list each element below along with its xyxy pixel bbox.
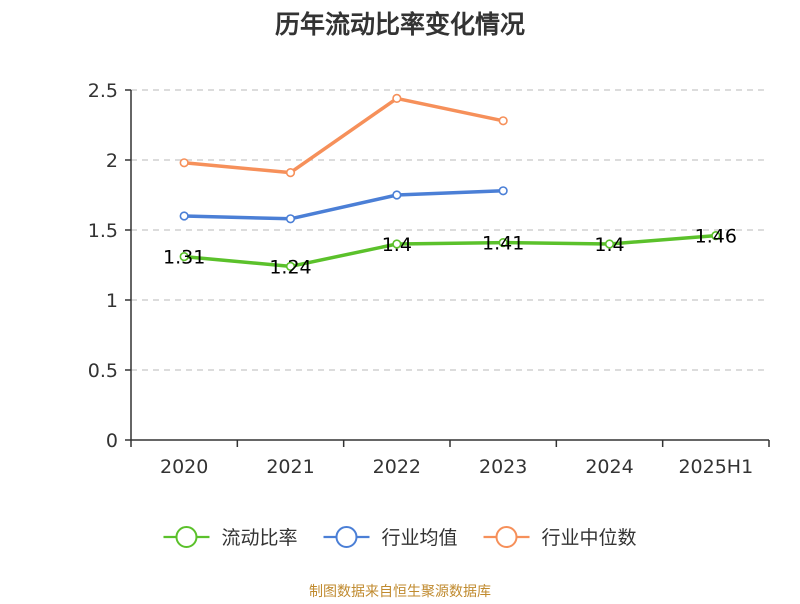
x-tick-label: 2024 <box>585 456 633 478</box>
legend-label: 行业均值 <box>381 527 457 549</box>
source-note: 制图数据来自恒生聚源数据库 <box>309 584 491 600</box>
series-line <box>182 189 505 221</box>
legend-item[interactable]: 行业中位数 <box>483 526 637 549</box>
data-point[interactable] <box>392 93 402 103</box>
grid-lines <box>131 89 769 371</box>
data-point[interactable] <box>711 231 721 241</box>
data-point[interactable] <box>392 190 402 200</box>
series-line <box>182 233 718 269</box>
legend-label: 行业中位数 <box>542 527 637 549</box>
data-point[interactable] <box>498 238 508 248</box>
y-tick-label: 0.5 <box>88 360 118 382</box>
x-tick-label: 2025H1 <box>678 456 753 478</box>
x-tick-label: 2020 <box>160 456 208 478</box>
data-label: 1.4 <box>382 234 412 256</box>
data-labels: 1.31 1.24 1.4 1.41 1.4 1.46 <box>163 226 737 279</box>
data-point[interactable] <box>285 168 296 178</box>
data-label: 1.31 <box>163 247 205 269</box>
data-point[interactable] <box>285 214 296 224</box>
series-lines <box>179 93 721 272</box>
data-point[interactable] <box>179 252 189 262</box>
y-tick-label: 1.5 <box>88 220 118 242</box>
data-label: 1.46 <box>695 226 737 248</box>
data-point[interactable] <box>179 158 189 168</box>
x-tick-label: 2022 <box>373 456 421 478</box>
y-tick-label: 1 <box>106 290 118 312</box>
chart-title: 历年流动比率变化情况 <box>275 10 525 39</box>
legend-marker-circle <box>495 526 518 548</box>
data-label: 1.41 <box>482 233 524 255</box>
data-point[interactable] <box>604 239 615 249</box>
axes: 0 0.5 1 1.5 2 2.5 2020 2021 2022 2023 2024 2025H1 <box>88 80 770 478</box>
legend[interactable]: 流动比率 行业均值 行业中位数 <box>163 526 637 549</box>
data-label: 1.4 <box>594 234 624 256</box>
data-point[interactable] <box>392 239 402 249</box>
data-label: 1.24 <box>269 256 311 278</box>
legend-label: 流动比率 <box>221 527 297 549</box>
y-tick-label: 2.5 <box>88 80 118 102</box>
data-point[interactable] <box>179 211 189 221</box>
data-point[interactable] <box>498 186 508 196</box>
x-tick-label: 2023 <box>479 456 527 478</box>
legend-marker-circle <box>335 526 358 548</box>
legend-marker-circle <box>175 526 198 548</box>
data-point[interactable] <box>285 261 296 272</box>
legend-item[interactable]: 流动比率 <box>163 526 297 549</box>
y-tick-label: 0 <box>106 430 118 452</box>
x-tick-label: 2021 <box>266 456 314 478</box>
y-tick-label: 2 <box>106 150 118 172</box>
data-point[interactable] <box>498 116 508 126</box>
legend-item[interactable]: 行业均值 <box>323 526 458 549</box>
series-line <box>182 96 505 175</box>
